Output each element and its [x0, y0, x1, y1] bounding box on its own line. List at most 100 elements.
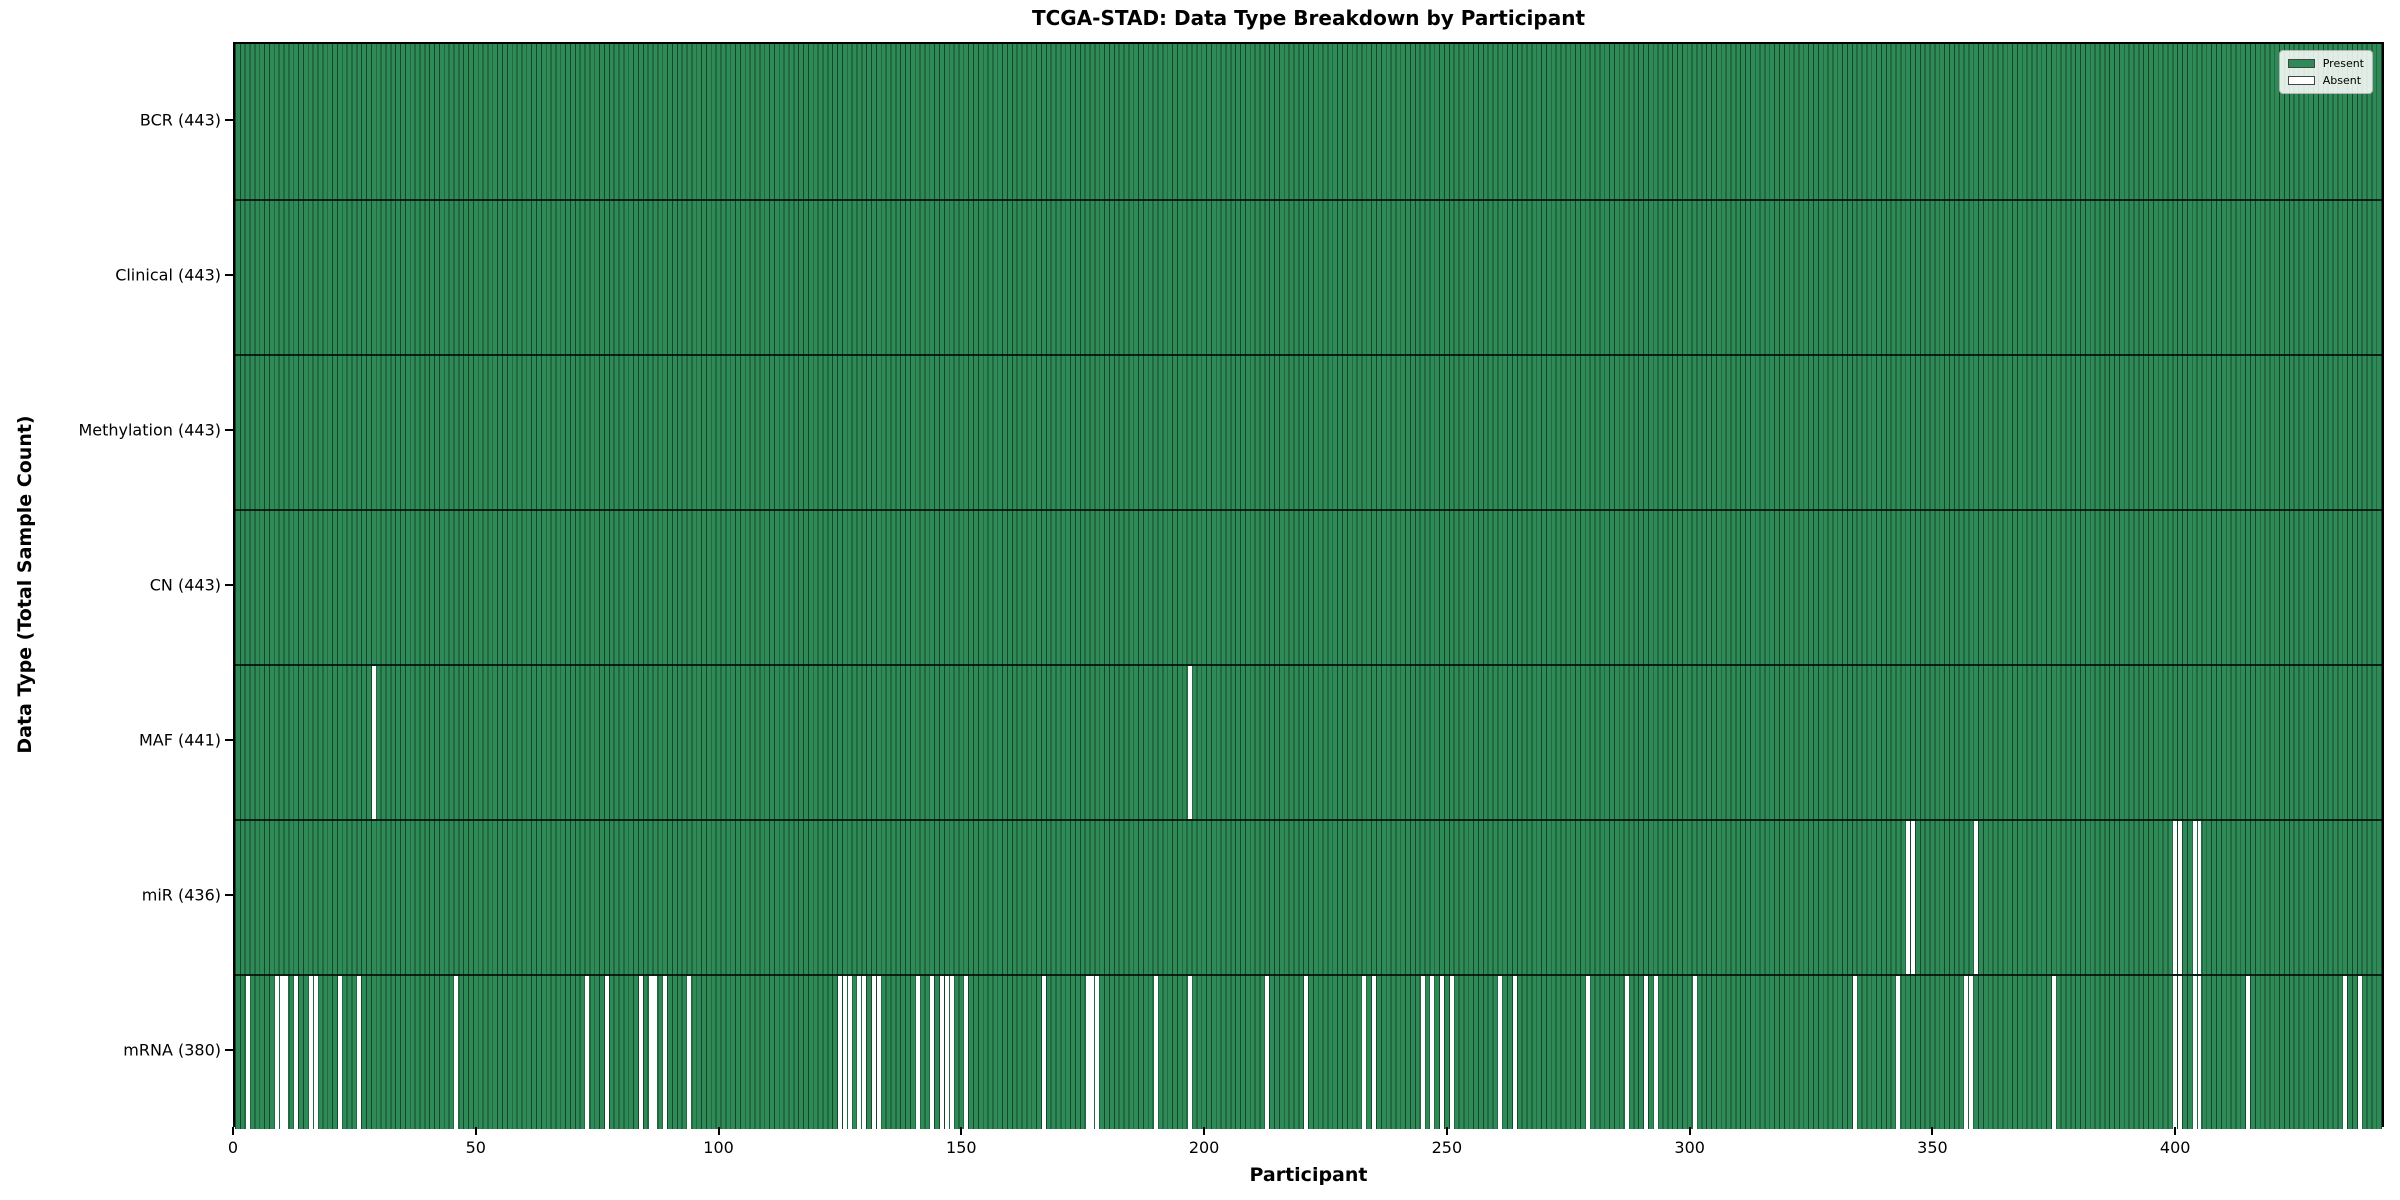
absent-mark-miR-358 [1974, 821, 1979, 974]
absent-mark-mRNA-175 [1085, 976, 1090, 1129]
absent-mark-miR-399 [2173, 821, 2178, 974]
absent-mark-mRNA-356 [1964, 976, 1969, 1129]
data-row-Clinical [235, 199, 2382, 354]
y-tick-label-mRNA: mRNA (380) [123, 1040, 221, 1059]
legend-label-present: Present [2322, 57, 2364, 70]
absent-mark-mRNA-434 [2343, 976, 2348, 1129]
absent-mark-mRNA-357 [1969, 976, 1974, 1129]
absent-mark-mRNA-145 [939, 976, 944, 1129]
absent-mark-mRNA-146 [944, 976, 949, 1129]
legend-entry-absent: Absent [2287, 72, 2364, 89]
data-row-CN [235, 509, 2382, 664]
legend-entry-present: Present [2287, 55, 2364, 72]
x-tick-label-250: 250 [1431, 1138, 1463, 1157]
y-tick-mark [225, 273, 233, 276]
y-tick-label-MAF: MAF (441) [138, 730, 221, 749]
absent-mark-miR-400 [2178, 821, 2183, 974]
absent-mark-mRNA-88 [663, 976, 668, 1129]
absent-mark-mRNA-147 [949, 976, 954, 1129]
absent-mark-mRNA-15 [308, 976, 313, 1129]
data-row-miR [235, 819, 2382, 974]
absent-mark-mRNA-263 [1512, 976, 1517, 1129]
absent-mark-mRNA-166 [1041, 976, 1046, 1129]
absent-mark-mRNA-128 [857, 976, 862, 1129]
absent-mark-mRNA-124 [837, 976, 842, 1129]
absent-mark-mRNA-76 [604, 976, 609, 1129]
absent-mark-mRNA-414 [2246, 976, 2251, 1129]
legend: Present Absent [2278, 50, 2373, 94]
absent-mark-mRNA-278 [1585, 976, 1590, 1129]
x-tick-label-100: 100 [703, 1138, 734, 1157]
x-tick-label-50: 50 [465, 1138, 486, 1157]
absent-mark-mRNA-300 [1692, 976, 1697, 1129]
absent-mark-mRNA-189 [1153, 976, 1158, 1129]
data-row-BCR [235, 44, 2382, 199]
absent-mark-mRNA-400 [2178, 976, 2183, 1129]
absent-mark-mRNA-234 [1372, 976, 1377, 1129]
x-tick-mark [1931, 1127, 1934, 1135]
absent-mark-mRNA-176 [1090, 976, 1095, 1129]
y-tick-mark [225, 738, 233, 741]
y-tick-mark [225, 583, 233, 586]
absent-mark-mRNA-403 [2192, 976, 2197, 1129]
absent-mark-mRNA-125 [842, 976, 847, 1129]
x-tick-label-150: 150 [946, 1138, 977, 1157]
absent-mark-mRNA-404 [2197, 976, 2202, 1129]
absent-mark-mRNA-16 [313, 976, 318, 1129]
absent-mark-MAF-28 [371, 666, 376, 819]
absent-mark-mRNA-45 [454, 976, 459, 1129]
absent-mark-mRNA-132 [876, 976, 881, 1129]
absent-mark-mRNA-126 [847, 976, 852, 1129]
y-tick-mark [225, 1048, 233, 1051]
absent-mark-mRNA-374 [2051, 976, 2056, 1129]
present-swatch [2287, 59, 2315, 68]
plot-area: Present Absent [233, 42, 2384, 1129]
absent-mark-mRNA-129 [862, 976, 867, 1129]
absent-mark-mRNA-196 [1187, 976, 1192, 1129]
y-tick-label-Methylation: Methylation (443) [78, 420, 221, 439]
absent-mark-mRNA-21 [337, 976, 342, 1129]
x-tick-label-0: 0 [227, 1138, 239, 1157]
x-tick-mark [960, 1127, 963, 1135]
absent-mark-mRNA-250 [1449, 976, 1454, 1129]
absent-mark-mRNA-143 [930, 976, 935, 1129]
absent-mark-miR-344 [1906, 821, 1911, 974]
absent-mark-mRNA-286 [1624, 976, 1629, 1129]
absent-mark-mRNA-86 [653, 976, 658, 1129]
absent-mark-mRNA-72 [585, 976, 590, 1129]
absent-mark-mRNA-292 [1653, 976, 1658, 1129]
absent-mark-mRNA-232 [1362, 976, 1367, 1129]
absent-mark-MAF-196 [1187, 666, 1192, 819]
x-tick-label-400: 400 [2159, 1138, 2191, 1157]
absent-mark-mRNA-290 [1644, 976, 1648, 1129]
y-tick-label-BCR: BCR (443) [139, 110, 221, 129]
y-tick-label-Clinical: Clinical (443) [115, 265, 221, 284]
absent-mark-mRNA-10 [284, 976, 289, 1129]
absent-mark-mRNA-8 [274, 976, 279, 1129]
absent-mark-mRNA-220 [1304, 976, 1309, 1129]
y-tick-label-CN: CN (443) [149, 575, 221, 594]
absent-mark-mRNA-260 [1498, 976, 1503, 1129]
chart-title: TCGA-STAD: Data Type Breakdown by Partic… [1031, 6, 1586, 30]
x-tick-mark [232, 1127, 234, 1135]
absent-mark-mRNA-244 [1420, 976, 1425, 1129]
y-tick-mark [225, 118, 233, 121]
absent-mark-mRNA-246 [1430, 976, 1435, 1129]
x-tick-label-300: 300 [1674, 1138, 1705, 1157]
x-tick-mark [1445, 1127, 1448, 1135]
absent-mark-mRNA-83 [638, 976, 643, 1129]
absent-mark-mRNA-333 [1852, 976, 1857, 1129]
absent-mark-mRNA-399 [2173, 976, 2178, 1129]
absent-mark-miR-404 [2197, 821, 2202, 974]
absent-mark-mRNA-212 [1265, 976, 1270, 1129]
absent-swatch [2287, 76, 2315, 85]
absent-mark-mRNA-12 [294, 976, 299, 1129]
absent-mark-mRNA-25 [357, 976, 362, 1129]
absent-mark-mRNA-342 [1896, 976, 1901, 1129]
absent-mark-mRNA-131 [871, 976, 876, 1129]
absent-mark-mRNA-140 [915, 976, 920, 1129]
absent-mark-miR-403 [2192, 821, 2197, 974]
x-tick-mark [1203, 1127, 1206, 1135]
y-tick-mark [225, 893, 233, 896]
